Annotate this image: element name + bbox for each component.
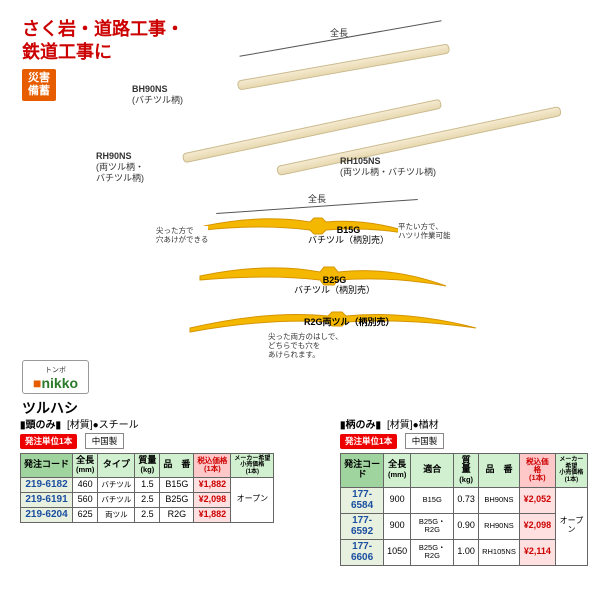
maker-open: オープン <box>231 477 274 522</box>
handle-unit: 発注単位1本 <box>340 434 397 449</box>
note-both: 尖った両方のはしで、どちらでも穴をあけられます。 <box>268 332 342 359</box>
brand-tonbo: トンボ <box>33 365 78 375</box>
col-code: 発注コード <box>341 454 384 488</box>
length-label-2: 全長 <box>308 192 326 205</box>
col-fit: 適合 <box>411 454 454 488</box>
col-len: 全長(mm) <box>73 454 98 478</box>
table-row: 177-6606 1050 B25G・R2G 1.00 RH105NS ¥2,1… <box>341 539 588 565</box>
handle-rh90 <box>182 99 442 164</box>
title-line2: 鉄道工事に <box>22 42 112 62</box>
col-price: 税込価格(1本) <box>194 454 231 478</box>
section-handle: ▮柄のみ▮[材質]●楢材 発注単位1本 中国製 発注コード 全長(mm) 適合 … <box>340 416 588 566</box>
table-header-row: 発注コード 全長(mm) 適合 質量(kg) 品 番 税込価格(1本) メーカー… <box>341 454 588 488</box>
brand-nikko: ■nikko <box>33 375 78 391</box>
col-pn: 品 番 <box>160 454 194 478</box>
table-row: 177-6592 900 B25G・R2G 0.90 RH90NS ¥2,098 <box>341 513 588 539</box>
disaster-badge: 災害備蓄 <box>22 69 56 101</box>
col-maker: メーカー希望小売価格(1本) <box>231 454 274 478</box>
label-bh90: BH90NS(バチツル柄) <box>132 84 183 106</box>
handle-header: ▮柄のみ▮[材質]●楢材 <box>340 416 588 431</box>
label-b15g: B15Gバチツル（柄別売） <box>308 226 389 246</box>
maker-open: オープン <box>555 487 587 565</box>
brand-block: トンボ ■nikko ツルハシ <box>22 360 89 418</box>
handle-origin: 中国製 <box>405 433 445 449</box>
label-rh90: RH90NS(両ツル柄・バチツル柄) <box>96 151 144 183</box>
head-unit: 発注単位1本 <box>20 434 77 449</box>
head-origin: 中国製 <box>85 433 125 449</box>
head-header: ▮頭のみ▮[材質]●スチール <box>20 416 330 431</box>
table-row: 219-6182 460 バチツル 1.5 B15G ¥1,882 オープン <box>21 477 274 492</box>
brand-logo: トンボ ■nikko <box>22 360 89 394</box>
col-pn: 品 番 <box>479 454 520 488</box>
table-row: 177-6584 900 B15G 0.73 BH90NS ¥2,052 オープ… <box>341 487 588 513</box>
col-maker: メーカー希望小売価格(1本) <box>555 454 587 488</box>
col-price: 税込価格(1本) <box>519 454 555 488</box>
label-r2g: R2G両ツル（柄別売） <box>304 318 395 328</box>
handle-table: 発注コード 全長(mm) 適合 質量(kg) 品 番 税込価格(1本) メーカー… <box>340 453 588 566</box>
product-name: ツルハシ <box>22 398 89 418</box>
col-mass: 質量(kg) <box>135 454 160 478</box>
note-pointed: 尖った方で穴あけができる <box>156 226 208 244</box>
head-table: 発注コード 全長(mm) タイプ 質量(kg) 品 番 税込価格(1本) メーカ… <box>20 453 274 523</box>
table-header-row: 発注コード 全長(mm) タイプ 質量(kg) 品 番 税込価格(1本) メーカ… <box>21 454 274 478</box>
label-b25g: B25Gバチツル（柄別売） <box>294 276 375 296</box>
col-len: 全長(mm) <box>384 454 411 488</box>
label-rh105: RH105NS(両ツル柄・バチツル柄) <box>340 156 436 178</box>
col-code: 発注コード <box>21 454 73 478</box>
col-type: タイプ <box>98 454 135 478</box>
product-diagram: 全長 BH90NS(バチツル柄) RH90NS(両ツル柄・バチツル柄) RH10… <box>140 16 570 346</box>
section-head: ▮頭のみ▮[材質]●スチール 発注単位1本 中国製 発注コード 全長(mm) タ… <box>20 416 330 523</box>
col-mass: 質量(kg) <box>454 454 479 488</box>
note-flat: 平たい方で、ハツリ作業可能 <box>398 222 451 240</box>
